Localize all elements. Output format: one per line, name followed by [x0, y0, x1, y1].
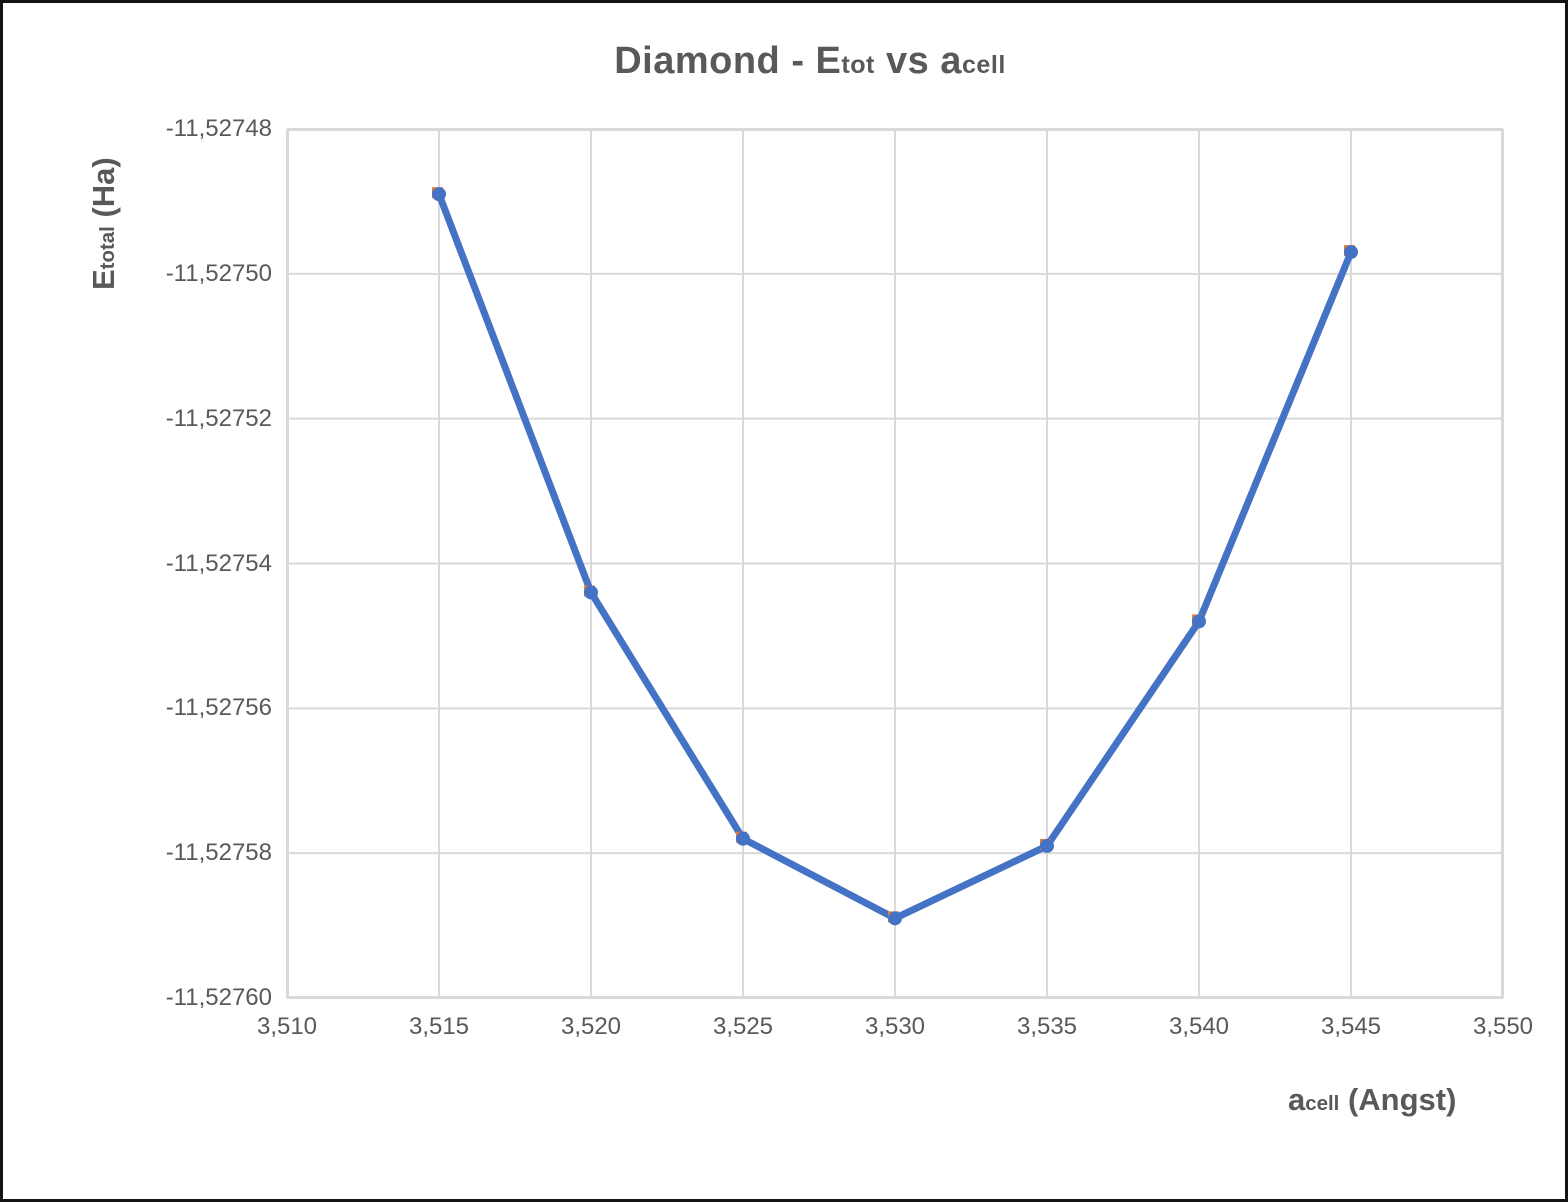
chart-title-subscript-cell: cell: [961, 51, 1006, 79]
x-axis-title-prefix: a: [1288, 1082, 1306, 1117]
x-axis-tick-label: 3,530: [864, 1013, 926, 1040]
x-axis-title-suffix: (Angst): [1339, 1082, 1457, 1117]
y-axis-tick-label: -11,52758: [165, 839, 272, 867]
y-axis-tick-label: -11,52750: [165, 259, 272, 287]
y-axis-tick-label: -11,52756: [165, 694, 272, 722]
y-axis-tick-label: -11,52752: [165, 404, 272, 432]
data-point-marker: [1192, 614, 1206, 629]
x-axis-title: acell (Angst): [1288, 1082, 1456, 1118]
chart-title-mid: vs a: [874, 40, 962, 82]
y-axis-tick-label: -11,52754: [165, 549, 272, 577]
chart-title-main: Diamond - E: [614, 40, 842, 82]
y-axis-tick-label: -11,52748: [165, 115, 272, 142]
x-axis-tick-label: 3,540: [1168, 1013, 1230, 1040]
x-axis-tick-label: 3,515: [408, 1013, 470, 1040]
x-axis-tick-label: 3,535: [1016, 1013, 1078, 1040]
x-axis-tick-label: 3,520: [560, 1013, 622, 1040]
chart-title: Diamond - Etot vs acell: [52, 40, 1568, 83]
data-point-marker: [888, 911, 902, 926]
data-point-marker: [1344, 245, 1358, 260]
data-point-marker: [584, 585, 598, 600]
x-axis-tick-label: 3,510: [256, 1013, 318, 1040]
data-point-marker: [1040, 838, 1054, 853]
y-axis-tick-label: -11,52760: [165, 984, 272, 1011]
plot-area-svg: [286, 128, 1504, 999]
data-point-marker: [736, 831, 750, 846]
x-axis-title-subscript: cell: [1305, 1092, 1340, 1115]
y-axis-title-suffix: (Ha): [86, 157, 121, 227]
x-axis-tick-label: 3,545: [1320, 1013, 1382, 1040]
chart-title-subscript-tot: tot: [841, 51, 875, 79]
data-point-marker: [432, 187, 446, 202]
x-axis-tick-label: 3,525: [712, 1013, 774, 1040]
x-axis-tick-label: 3,550: [1472, 1013, 1534, 1040]
plot-border: [287, 129, 1503, 998]
